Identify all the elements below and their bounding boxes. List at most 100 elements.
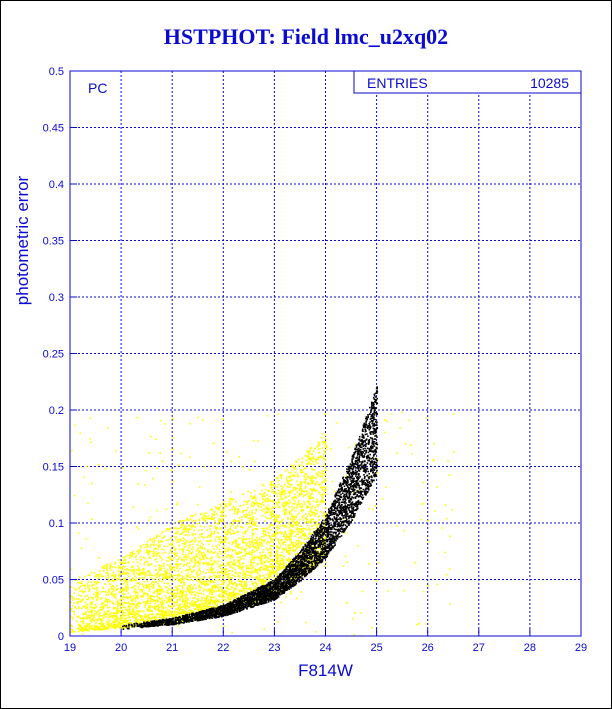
data-point-yellow [184, 610, 187, 613]
data-point-yellow [265, 498, 268, 500]
data-point-yellow [97, 618, 99, 620]
data-point-yellow [241, 565, 244, 568]
data-point-yellow [186, 534, 188, 536]
data-point-yellow [173, 545, 175, 548]
data-point-yellow [262, 540, 264, 542]
data-point-yellow [176, 532, 178, 535]
data-point-yellow [123, 562, 126, 564]
data-point-yellow [176, 567, 178, 569]
data-point-yellow [275, 557, 277, 560]
data-point-yellow [175, 536, 177, 538]
data-point-yellow [225, 555, 227, 557]
data-point-yellow [290, 562, 293, 565]
data-point-yellow [139, 549, 142, 552]
data-point-yellow [321, 495, 324, 498]
data-point-yellow [290, 478, 293, 481]
data-point-yellow [92, 597, 94, 599]
data-point-yellow [126, 571, 129, 574]
data-point-yellow [135, 621, 137, 624]
data-point-yellow [176, 552, 178, 555]
data-point-yellow [279, 562, 282, 565]
data-point-yellow [121, 601, 123, 604]
data-point-yellow [249, 517, 251, 520]
data-point-yellow [264, 499, 266, 502]
data-point-yellow [289, 523, 292, 526]
data-point-yellow [181, 608, 184, 611]
data-point-yellow [270, 484, 273, 486]
data-point-yellow [224, 535, 226, 538]
data-point-yellow [325, 469, 327, 471]
data-point-yellow [96, 627, 99, 630]
data-point-yellow [191, 591, 194, 593]
data-point-yellow [126, 586, 129, 588]
data-point-yellow [296, 514, 299, 516]
data-point-yellow [82, 613, 85, 615]
data-point-yellow [323, 555, 326, 557]
data-point-yellow [193, 529, 195, 532]
data-point-yellow [129, 606, 131, 608]
data-point-yellow [207, 562, 209, 565]
data-point-yellow [234, 507, 237, 510]
data-point-yellow [161, 597, 163, 600]
data-point-yellow [153, 618, 156, 621]
data-point-yellow [229, 509, 231, 511]
data-point-yellow [289, 486, 291, 488]
data-point-yellow [245, 552, 247, 555]
data-point-yellow [312, 480, 315, 482]
data-point-yellow [323, 457, 325, 460]
data-point-yellow [138, 573, 141, 575]
data-point-yellow [91, 618, 93, 621]
data-point-yellow [209, 599, 212, 602]
data-point-yellow [118, 620, 121, 623]
data-point-yellow [144, 557, 147, 560]
data-point-yellow [273, 576, 275, 579]
data-point-yellow [191, 515, 194, 517]
data-point-yellow [279, 493, 282, 496]
data-point-yellow [156, 535, 158, 538]
data-point-yellow [237, 546, 239, 549]
data-point-yellow [220, 601, 223, 604]
data-point-yellow [103, 565, 106, 567]
data-point-yellow [95, 628, 97, 631]
data-point-yellow [222, 540, 225, 543]
data-point-yellow [285, 508, 287, 511]
data-point-yellow [300, 471, 303, 474]
data-point-yellow [149, 595, 152, 598]
data-point-yellow [280, 491, 282, 494]
data-point-yellow [307, 501, 310, 504]
data-point-yellow [268, 574, 270, 577]
data-point-yellow [241, 532, 244, 534]
data-point-yellow [251, 520, 253, 523]
data-point-yellow [226, 597, 229, 599]
data-point-yellow [183, 546, 186, 548]
data-point-yellow [150, 582, 152, 585]
data-point-yellow [224, 531, 226, 534]
data-point-yellow [140, 618, 143, 620]
data-point-yellow [296, 506, 298, 509]
data-point-yellow [227, 529, 229, 531]
data-point-yellow [310, 493, 312, 495]
data-point-yellow [135, 578, 137, 581]
data-point-yellow [275, 562, 277, 564]
data-point-yellow [235, 595, 237, 598]
data-point-yellow [89, 601, 92, 604]
data-point-yellow [224, 565, 227, 567]
data-point-yellow [97, 627, 100, 630]
data-point-yellow [209, 575, 211, 578]
data-point-yellow [185, 525, 187, 528]
data-point-yellow [234, 564, 236, 566]
data-point-yellow [224, 572, 227, 574]
data-point-yellow [309, 514, 312, 517]
data-point-yellow [132, 553, 134, 555]
data-point-yellow [211, 562, 214, 564]
data-point-yellow [192, 525, 195, 527]
data-point-yellow [182, 600, 185, 602]
data-point-yellow [86, 598, 88, 601]
data-point-yellow [136, 620, 138, 622]
data-point-yellow [221, 603, 223, 606]
data-point-yellow [149, 574, 152, 576]
data-point-yellow [283, 567, 285, 569]
data-point-yellow [267, 532, 270, 534]
data-point-yellow [289, 492, 291, 495]
data-point-yellow [263, 576, 266, 579]
